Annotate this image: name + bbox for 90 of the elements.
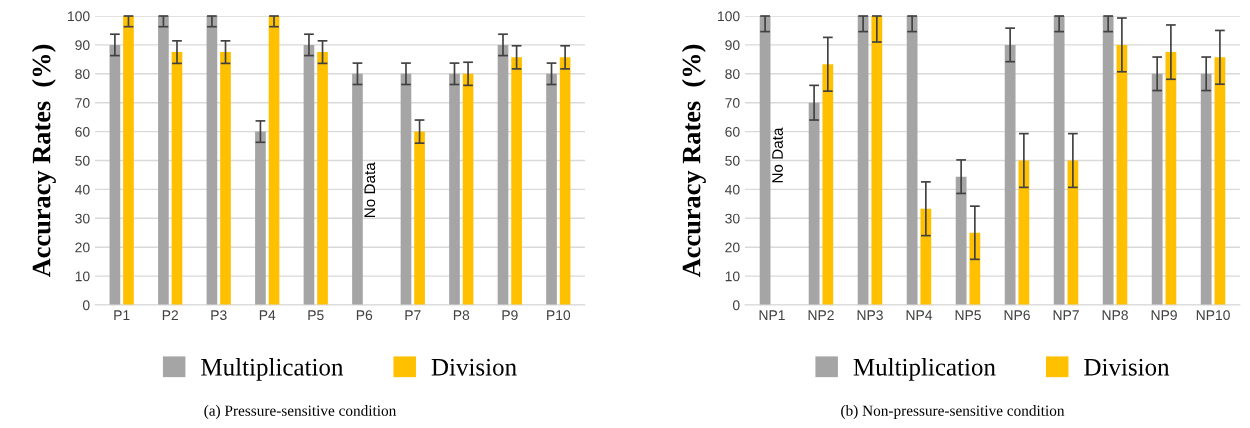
bar (255, 131, 266, 305)
bar (268, 16, 280, 305)
bar (449, 73, 460, 305)
y-tick-label: 90 (75, 40, 90, 51)
bar (920, 208, 932, 305)
x-tick-label: NP9 (1151, 310, 1177, 321)
y-tick-label: 60 (725, 126, 740, 137)
bar (1102, 16, 1114, 305)
bar (317, 52, 328, 305)
bar (871, 16, 883, 305)
annotation: No Data (364, 162, 376, 218)
bar (414, 131, 425, 305)
y-tick-label: 20 (725, 242, 740, 253)
y-tick-label: 100 (68, 11, 90, 22)
x-tick-label: NP4 (906, 310, 933, 320)
y-tick-label: 50 (75, 155, 90, 166)
y-tick-label: 40 (725, 184, 740, 195)
x-tick-label: P5 (308, 310, 324, 321)
y-tick-label: 70 (725, 98, 740, 108)
annotation: No Data (772, 127, 783, 183)
bar (969, 232, 981, 305)
bar (1151, 73, 1163, 305)
bar (462, 73, 474, 305)
bar (352, 73, 363, 305)
y-axis-title: Accuracy Rates (%) (681, 44, 706, 278)
y-tick-label: 10 (75, 271, 90, 282)
bar (906, 16, 918, 305)
y-tick-label: 80 (75, 69, 90, 79)
x-tick-label: NP7 (1053, 310, 1079, 320)
bar (857, 16, 869, 305)
x-tick-label: P3 (211, 310, 227, 321)
x-tick-label: P10 (547, 310, 571, 321)
x-tick-label: NP1 (759, 310, 785, 320)
text: (a) Pressure-sensitive condition (204, 405, 397, 419)
y-tick-label: 40 (75, 184, 90, 195)
bar (808, 102, 820, 305)
bar (400, 73, 412, 305)
x-tick-label: P1 (114, 310, 130, 320)
bar (955, 176, 967, 305)
x-tick-label: NP2 (808, 310, 834, 320)
bar (109, 44, 121, 305)
bar (497, 44, 509, 305)
y-tick-label: 70 (75, 98, 90, 108)
y-tick-label: 30 (725, 213, 740, 224)
bar (546, 73, 557, 305)
x-tick-label: P6 (356, 310, 373, 321)
bar (1214, 57, 1226, 305)
bar (171, 52, 183, 305)
legend-label: Multiplication (201, 358, 344, 381)
bar (1004, 44, 1016, 305)
y-tick-label: 0 (732, 300, 740, 311)
y-tick-label: 30 (75, 213, 90, 224)
bar (1018, 160, 1030, 305)
bar (1165, 52, 1177, 305)
x-tick-label: P9 (502, 310, 518, 321)
bar (822, 64, 834, 305)
bar (220, 52, 231, 305)
bar (303, 44, 315, 305)
y-tick-label: 0 (82, 300, 90, 311)
x-tick-label: P7 (405, 310, 421, 320)
bar (1116, 44, 1128, 305)
x-tick-label: NP5 (955, 310, 981, 321)
bar (1053, 16, 1065, 305)
bar (759, 16, 771, 305)
y-tick-label: 80 (725, 69, 740, 79)
x-tick-label: P8 (453, 310, 470, 321)
x-tick-label: NP10 (1196, 310, 1230, 321)
x-tick-label: NP3 (857, 310, 883, 321)
y-tick-label: 50 (725, 155, 740, 166)
x-tick-label: NP8 (1102, 310, 1128, 321)
y-tick-label: 60 (75, 126, 90, 137)
x-tick-label: NP6 (1004, 310, 1030, 321)
bar (1067, 160, 1079, 305)
y-tick-label: 10 (725, 271, 740, 282)
bar (158, 16, 169, 305)
y-tick-label: 100 (718, 11, 740, 22)
y-tick-label: 90 (725, 40, 740, 51)
bar (1200, 73, 1212, 305)
bar (511, 57, 522, 305)
y-tick-label: 20 (75, 242, 90, 253)
bar (206, 16, 218, 305)
y-axis-title: Accuracy Rates (%) (31, 44, 56, 278)
legend-label: Division (431, 358, 517, 376)
bar (559, 57, 571, 305)
text: (b) Non-pressure-sensitive condition (841, 405, 1065, 419)
x-tick-label: P2 (162, 310, 178, 320)
x-tick-label: P4 (259, 310, 276, 320)
legend-label: Multiplication (853, 358, 996, 381)
bar (123, 16, 134, 305)
legend-label: Division (1084, 358, 1170, 376)
